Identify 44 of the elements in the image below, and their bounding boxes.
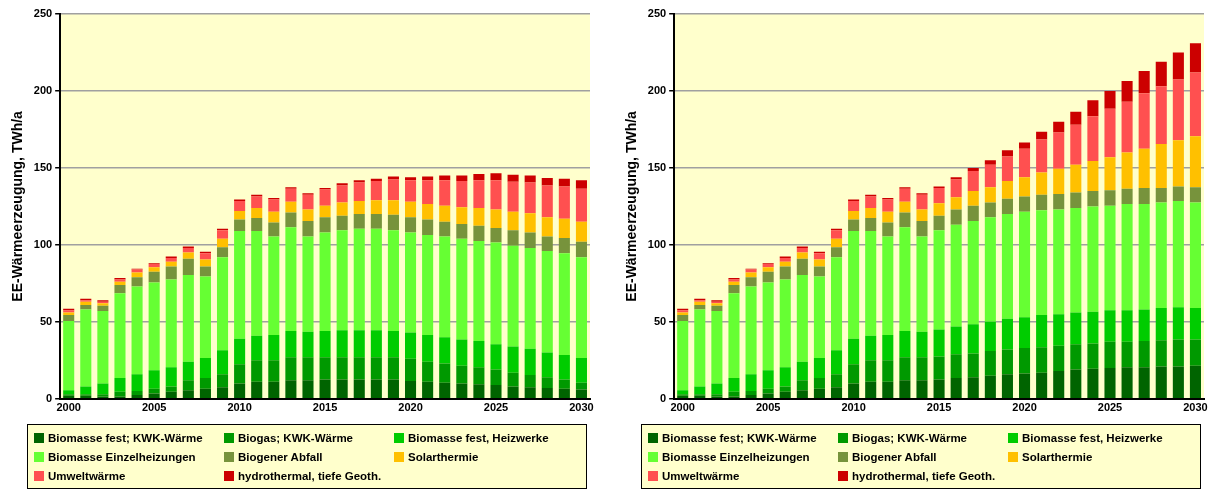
y-tick-label: 150	[33, 160, 53, 173]
y-tick-label: 100	[647, 237, 667, 250]
legend-label: Solarthermie	[1022, 450, 1093, 463]
legend-label: hydrothermal, tiefe Geoth.	[238, 469, 382, 482]
legend-label: Biomasse fest; KWK-Wärme	[48, 431, 203, 444]
x-tick-label: 2020	[398, 401, 423, 414]
x-tick-label: 2030	[1183, 401, 1208, 414]
y-axis-title: EE-Wärmeerzeugung, TWh/a	[623, 110, 640, 302]
legend-label: Biomasse Einzelheizungen	[662, 450, 810, 463]
x-tick-label: 2000	[56, 401, 81, 414]
legend-label: Biogener Abfall	[852, 450, 937, 463]
legend-label: Umweltwärme	[48, 469, 126, 482]
y-tick-label: 150	[647, 160, 667, 173]
x-tick-label: 2000	[670, 401, 695, 414]
x-tick-label: 2025	[1097, 401, 1123, 414]
legend-label: Biomasse Einzelheizungen	[48, 450, 196, 463]
legend-label: Umweltwärme	[662, 469, 740, 482]
y-tick-label: 50	[653, 314, 667, 327]
y-tick-label: 250	[647, 7, 667, 20]
legend-label: Biomasse fest; KWK-Wärme	[662, 431, 817, 444]
y-tick-label: 200	[647, 83, 667, 96]
legend-label: Biomasse fest, Heizwerke	[408, 431, 549, 444]
legend-label: Biomasse fest, Heizwerke	[1022, 431, 1163, 444]
y-tick-label: 50	[39, 314, 53, 327]
legend-label: Solarthermie	[408, 450, 479, 463]
x-tick-label: 2010	[841, 401, 866, 414]
x-tick-label: 2010	[227, 401, 252, 414]
x-tick-label: 2015	[312, 401, 338, 414]
x-tick-label: 2015	[926, 401, 952, 414]
legend-label: Biogas; KWK-Wärme	[238, 431, 354, 444]
x-tick-label: 2025	[483, 401, 509, 414]
x-tick-label: 2005	[755, 401, 781, 414]
y-tick-label: 0	[660, 391, 667, 404]
legend-label: hydrothermal, tiefe Geoth.	[852, 469, 996, 482]
y-tick-label: 100	[33, 237, 53, 250]
y-tick-label: 200	[33, 83, 53, 96]
legend-label: Biogener Abfall	[238, 450, 323, 463]
y-tick-label: 250	[33, 7, 53, 20]
y-tick-label: 0	[46, 391, 53, 404]
x-tick-label: 2020	[1012, 401, 1037, 414]
y-axis-title: EE-Wärmeerzeugung, TWh/a	[9, 110, 26, 302]
x-tick-label: 2030	[569, 401, 594, 414]
legend-label: Biogas; KWK-Wärme	[852, 431, 968, 444]
x-tick-label: 2005	[141, 401, 167, 414]
